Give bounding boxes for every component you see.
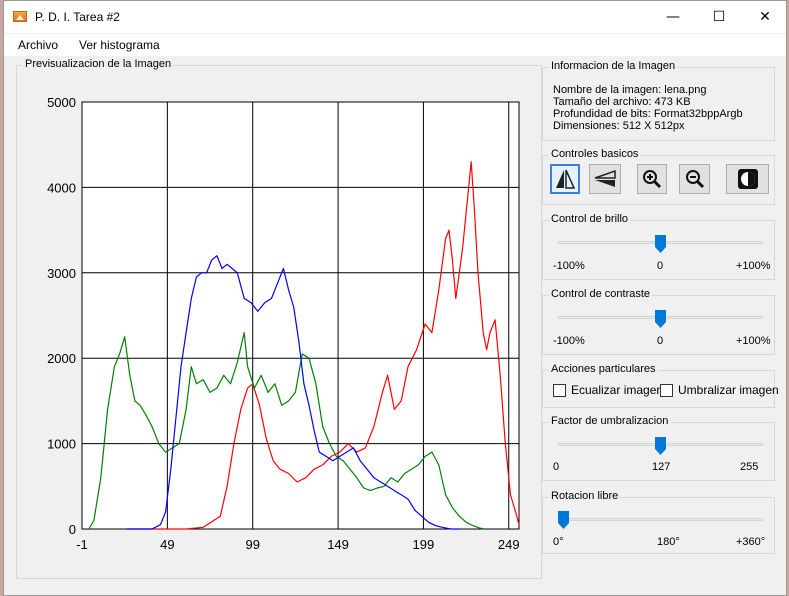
maximize-button[interactable]: ☐ [712,9,726,25]
plot-border [81,101,520,530]
threshold-checkbox[interactable] [660,384,673,397]
equalize-label[interactable]: Ecualizar imagen [571,383,664,397]
brightness-mid-label: 0 [657,260,664,272]
app-window: P. D. I. Tarea #2 — ☐ ✕ Archivo Ver hist… [3,0,787,596]
contrast-group: Control de contraste -100% 0 +100% [542,288,775,355]
flip-vertical-icon [594,169,616,187]
histogram-series-line-1 [88,332,486,530]
basic-controls-group: Controles basicos [542,148,775,205]
zoom-in-button[interactable] [637,164,667,194]
flip-horizontal-button[interactable] [550,164,580,194]
rotation-slider-track[interactable] [558,518,763,521]
actions-title: Acciones particulares [549,363,658,375]
histogram-series-line-0 [126,161,520,530]
y-tick-label: 1000 [47,437,76,452]
histogram-series-line-2 [126,255,460,530]
contrast-title: Control de contraste [549,288,653,300]
x-tick-label: 99 [245,537,259,552]
rotation-min-label: 0° [553,536,564,548]
rotation-mid-label: 180° [657,536,680,548]
y-tick-label: 3000 [47,266,76,281]
brightness-slider-thumb[interactable] [655,235,666,253]
contrast-mid-label: 0 [657,335,664,347]
y-tick-label: 0 [69,522,76,537]
threshold-factor-max-label: 255 [740,461,759,473]
info-dimensions: Dimensiones: 512 X 512px [553,120,685,132]
threshold-factor-mid-label: 127 [652,461,671,473]
info-image-name: Nombre de la imagen: lena.png [553,84,707,96]
flip-vertical-button[interactable] [589,164,621,194]
plot-area [82,102,519,529]
threshold-factor-min-label: 0 [553,461,560,473]
invert-icon [737,169,758,189]
brightness-group: Control de brillo -100% 0 +100% [542,213,775,280]
brightness-min-label: -100% [553,260,585,272]
brightness-max-label: +100% [736,260,771,272]
close-button[interactable]: ✕ [759,9,771,25]
x-tick-label: 149 [327,537,349,552]
info-file-size: Tamaño del archivo: 473 KB [553,96,691,108]
minimize-button[interactable]: — [666,9,680,25]
contrast-max-label: +100% [736,335,771,347]
rotation-title: Rotacion libre [549,490,621,502]
menu-ver-histograma[interactable]: Ver histograma [79,38,160,52]
x-tick-label: -1 [76,537,88,552]
rotation-group: Rotacion libre 0° 180° +360° [542,490,775,554]
zoom-out-button[interactable] [679,164,710,194]
preview-title: Previsualizacion de la Imagen [23,58,174,70]
rotation-slider-thumb[interactable] [558,511,569,529]
app-image-icon [13,11,27,22]
zoom-in-icon [643,170,662,189]
info-title: Informacion de la Imagen [549,60,678,72]
window-title: P. D. I. Tarea #2 [35,10,120,24]
info-group: Informacion de la Imagen Nombre de la im… [542,60,775,141]
menu-archivo[interactable]: Archivo [18,38,59,52]
threshold-factor-title: Factor de umbralizacion [549,415,671,427]
contrast-slider-thumb[interactable] [655,310,666,328]
title-bar[interactable]: P. D. I. Tarea #2 — ☐ ✕ [4,1,786,33]
y-tick-label: 5000 [47,95,76,110]
threshold-label[interactable]: Umbralizar imagen [678,383,779,397]
zoom-out-icon [685,170,704,189]
x-tick-label: 49 [160,537,174,552]
preview-group: Previsualizacion de la Imagen [16,58,542,579]
brightness-title: Control de brillo [549,213,631,225]
rotation-max-label: +360° [736,536,766,548]
menu-bar: Archivo Ver histograma [4,34,786,56]
x-tick-label: 199 [413,537,435,552]
flip-horizontal-icon [556,169,576,189]
y-tick-label: 4000 [47,180,76,195]
invert-button[interactable] [726,164,769,194]
info-bit-depth: Profundidad de bits: Format32bppArgb [553,108,743,120]
equalize-checkbox[interactable] [553,384,566,397]
threshold-factor-group: Factor de umbralizacion 0 127 255 [542,415,775,481]
x-tick-label: 249 [498,537,520,552]
actions-group: Acciones particulares Ecualizar imagen U… [542,363,779,408]
contrast-min-label: -100% [553,335,585,347]
threshold-factor-slider-thumb[interactable] [655,437,666,455]
controls-title: Controles basicos [549,148,641,160]
y-tick-label: 2000 [47,351,76,366]
histogram-chart: 0 1000 2000 3000 4000 5000 -1 49 99 149 199 249 [47,95,520,552]
